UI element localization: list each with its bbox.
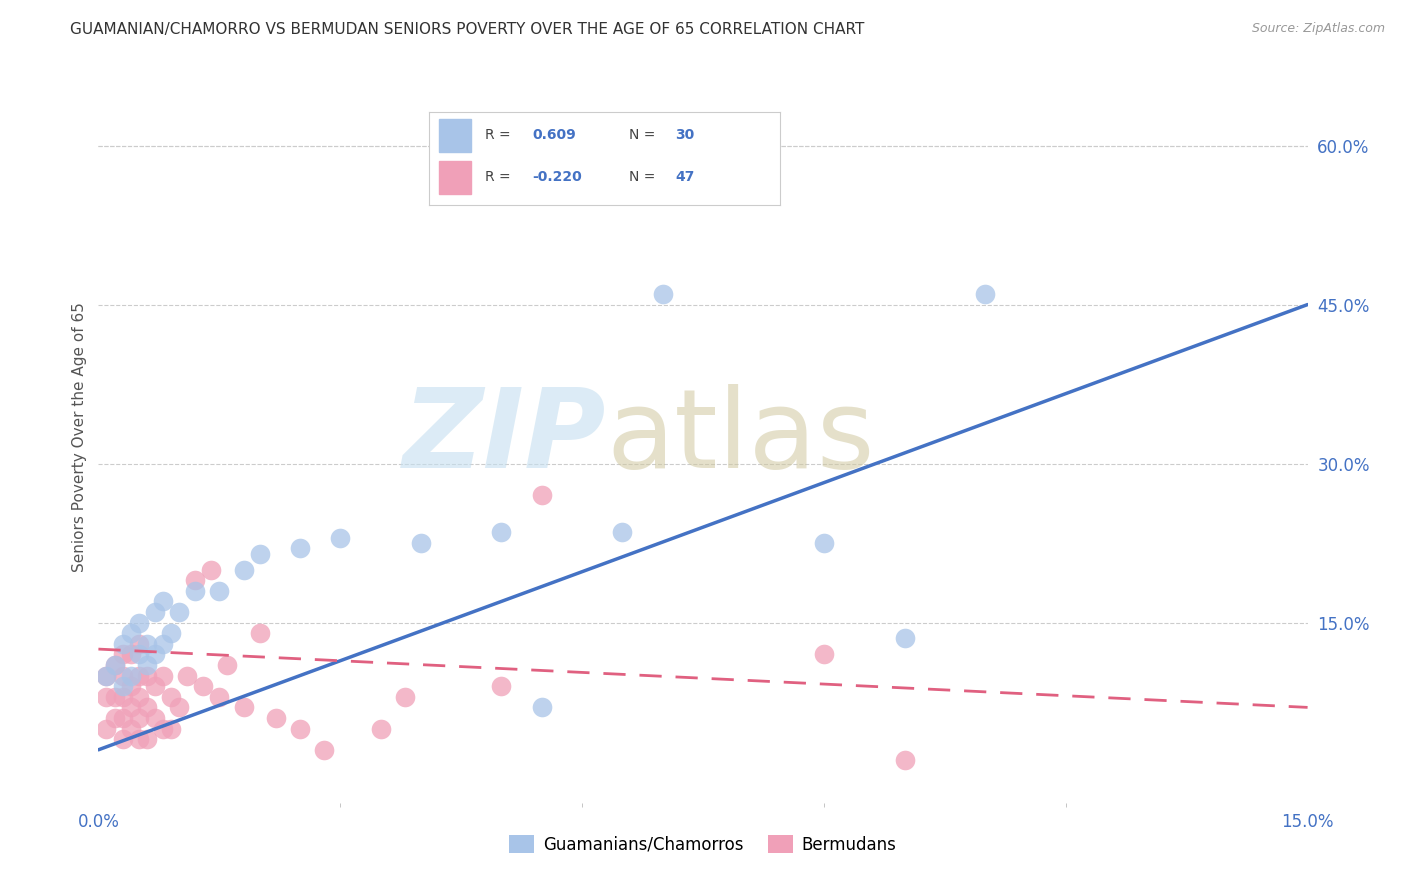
Point [651,287,673,301]
Bar [439,119,471,152]
Point [813,648,835,662]
Point [96,690,118,704]
Point [160,722,183,736]
Point [135,668,157,682]
Text: N =: N = [630,128,659,142]
Point [208,690,231,704]
Point [167,605,190,619]
Point [329,531,352,545]
Point [184,583,207,598]
Point [103,658,125,673]
Point [111,668,134,682]
Point [176,668,198,682]
Point [160,626,183,640]
Legend: Guamanians/Chamorros, Bermudans: Guamanians/Chamorros, Bermudans [503,829,903,860]
Point [249,626,271,640]
Y-axis label: Seniors Poverty Over the Age of 65: Seniors Poverty Over the Age of 65 [72,302,87,572]
Text: 47: 47 [675,170,695,184]
Point [974,287,997,301]
Point [128,711,150,725]
Point [184,573,207,587]
Text: GUAMANIAN/CHAMORRO VS BERMUDAN SENIORS POVERTY OVER THE AGE OF 65 CORRELATION CH: GUAMANIAN/CHAMORRO VS BERMUDAN SENIORS P… [70,22,865,37]
Point [264,711,287,725]
Point [152,594,174,608]
Point [288,722,311,736]
Point [491,679,513,693]
Point [111,648,134,662]
Point [232,700,254,714]
Point [120,679,142,693]
Point [530,488,553,502]
Text: R =: R = [485,170,515,184]
Point [152,668,174,682]
Point [193,679,215,693]
Point [120,700,142,714]
Point [893,753,915,767]
Point [370,722,392,736]
Point [530,700,553,714]
Point [128,648,150,662]
Point [143,679,166,693]
Point [232,563,254,577]
Point [103,711,125,725]
Point [491,525,513,540]
Point [152,722,174,736]
Point [96,668,118,682]
Point [111,711,134,725]
Point [409,536,432,550]
Bar [439,161,471,194]
Point [249,547,271,561]
Point [167,700,190,714]
Point [120,668,142,682]
Point [394,690,416,704]
Point [208,583,231,598]
Point [111,732,134,747]
Point [96,722,118,736]
Text: ZIP: ZIP [402,384,606,491]
Point [160,690,183,704]
Point [103,658,125,673]
Point [120,648,142,662]
Text: Source: ZipAtlas.com: Source: ZipAtlas.com [1251,22,1385,36]
Point [111,679,134,693]
Point [135,700,157,714]
Point [152,637,174,651]
Point [200,563,222,577]
Text: atlas: atlas [606,384,875,491]
Point [128,637,150,651]
Text: R =: R = [485,128,515,142]
Point [103,690,125,704]
Point [288,541,311,556]
Point [111,637,134,651]
Point [128,668,150,682]
Point [813,536,835,550]
Point [120,626,142,640]
Point [135,732,157,747]
Point [143,648,166,662]
Text: -0.220: -0.220 [533,170,582,184]
Point [111,690,134,704]
Point [143,605,166,619]
Point [893,632,915,646]
Point [128,690,150,704]
Point [612,525,634,540]
Point [217,658,239,673]
Text: 30: 30 [675,128,695,142]
Point [120,722,142,736]
Text: N =: N = [630,170,659,184]
Point [314,743,336,757]
Point [135,658,157,673]
Point [128,732,150,747]
Text: 0.609: 0.609 [533,128,576,142]
Point [96,668,118,682]
Point [128,615,150,630]
Point [143,711,166,725]
Point [135,637,157,651]
